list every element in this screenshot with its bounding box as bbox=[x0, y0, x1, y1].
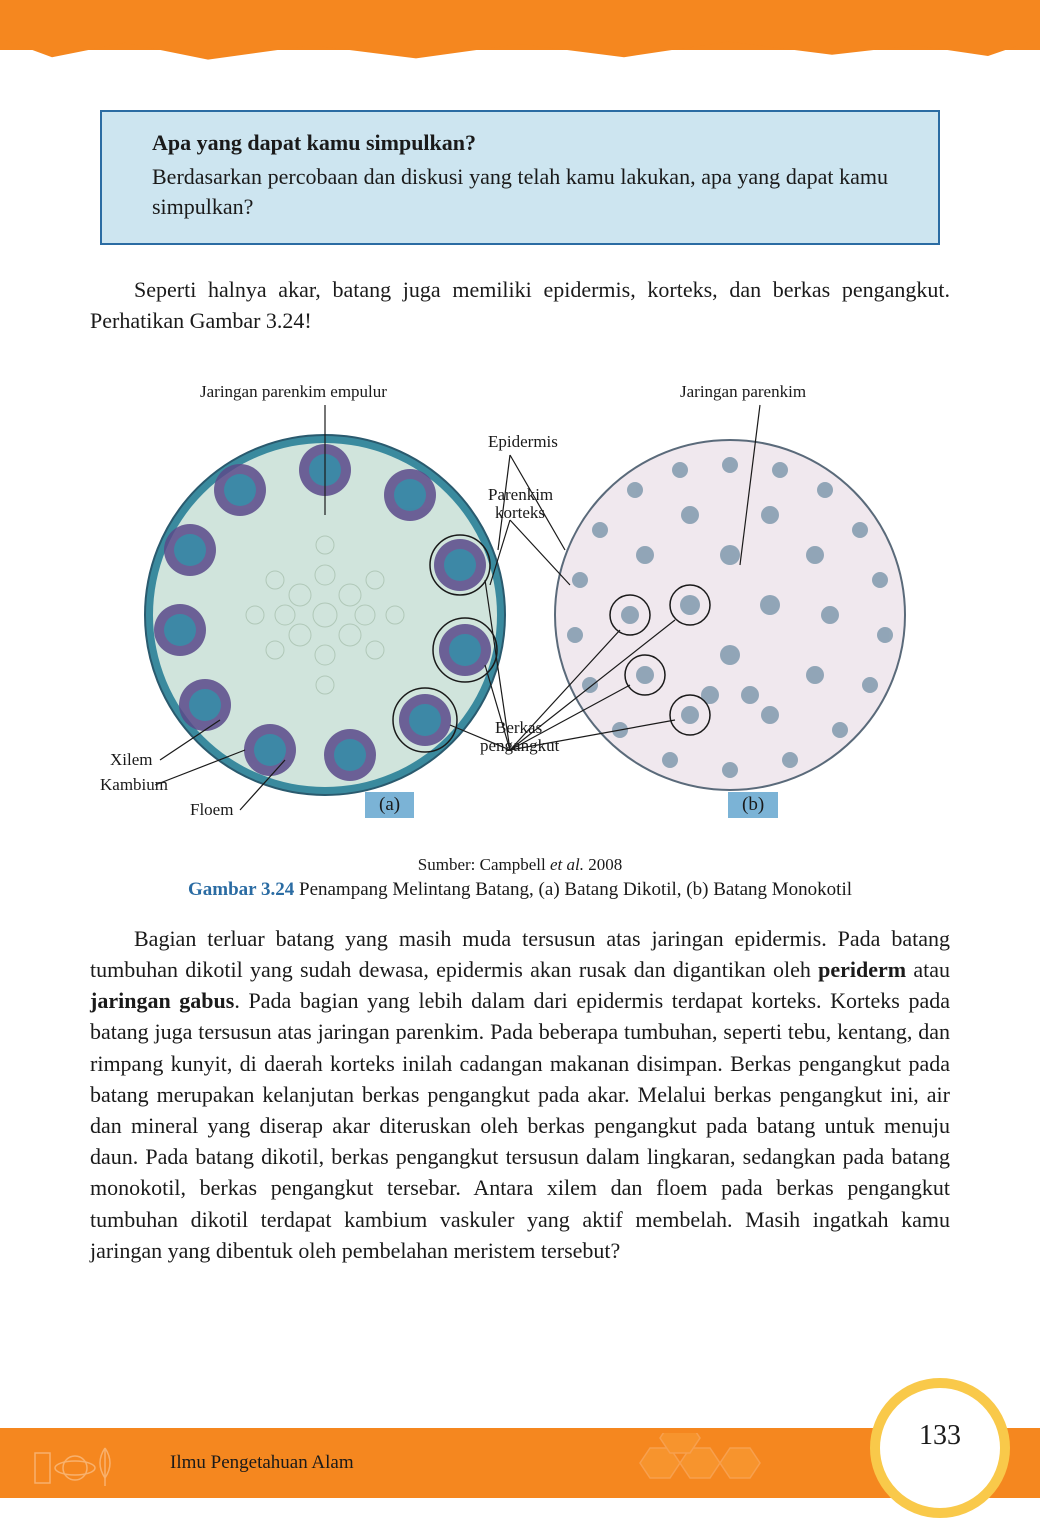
source-suffix: 2008 bbox=[584, 855, 622, 874]
callout-title: Apa yang dapat kamu simpulkan? bbox=[152, 130, 888, 156]
figure-number: Gambar 3.24 bbox=[188, 879, 294, 900]
body-paragraph: Bagian terluar batang yang masih muda te… bbox=[90, 923, 950, 1267]
footer-subject: Ilmu Pengetahuan Alam bbox=[170, 1452, 354, 1474]
label-kambium: Kambium bbox=[100, 775, 168, 794]
source-prefix: Sumber: Campbell bbox=[418, 855, 550, 874]
page-top-border bbox=[0, 0, 1040, 50]
panel-label-a: (a) bbox=[365, 792, 414, 818]
label-parenkim-korteks-1: Parenkim bbox=[488, 485, 553, 504]
page-number-badge: 133 bbox=[870, 1378, 1010, 1518]
label-parenkim-korteks-2: korteks bbox=[495, 503, 545, 522]
conclusion-callout: Apa yang dapat kamu simpulkan? Berdasark… bbox=[100, 110, 940, 245]
body-part-4: . Pada bagian yang lebih dalam dari epid… bbox=[90, 988, 950, 1263]
footer-hexagon-pattern bbox=[620, 1433, 840, 1493]
label-floem: Floem bbox=[190, 800, 233, 819]
label-berkas-1: Berkas bbox=[495, 718, 542, 737]
figure-3-24: Jaringan parenkim empulur Jaringan paren… bbox=[90, 355, 950, 845]
bold-jaringan-gabus: jaringan gabus bbox=[90, 988, 234, 1013]
source-em: et al. bbox=[550, 855, 584, 874]
monokotil-stem bbox=[555, 440, 905, 790]
page-footer: Ilmu Pengetahuan Alam 133 bbox=[0, 1428, 1040, 1498]
label-berkas-2: pengangkut bbox=[480, 736, 560, 755]
page-number: 133 bbox=[919, 1420, 961, 1452]
panel-label-b: (b) bbox=[728, 792, 778, 818]
figure-source: Sumber: Campbell et al. 2008 bbox=[90, 855, 950, 875]
body-part-2: atau bbox=[906, 957, 950, 982]
page-content: Apa yang dapat kamu simpulkan? Berdasark… bbox=[0, 50, 1040, 1266]
label-parenkim: Jaringan parenkim bbox=[680, 382, 806, 401]
callout-body: Berdasarkan percobaan dan diskusi yang t… bbox=[152, 162, 888, 221]
footer-science-icons bbox=[20, 1438, 160, 1493]
label-empulur: Jaringan parenkim empulur bbox=[200, 382, 387, 401]
bold-periderm: periderm bbox=[818, 957, 906, 982]
label-epidermis: Epidermis bbox=[488, 432, 558, 451]
intro-paragraph: Seperti halnya akar, batang juga memilik… bbox=[90, 275, 950, 337]
label-xilem: Xilem bbox=[110, 750, 153, 769]
stem-cross-section-diagram: Jaringan parenkim empulur Jaringan paren… bbox=[90, 355, 950, 845]
figure-caption: Gambar 3.24 Penampang Melintang Batang, … bbox=[90, 877, 950, 903]
figure-caption-text: Penampang Melintang Batang, (a) Batang D… bbox=[294, 879, 852, 900]
